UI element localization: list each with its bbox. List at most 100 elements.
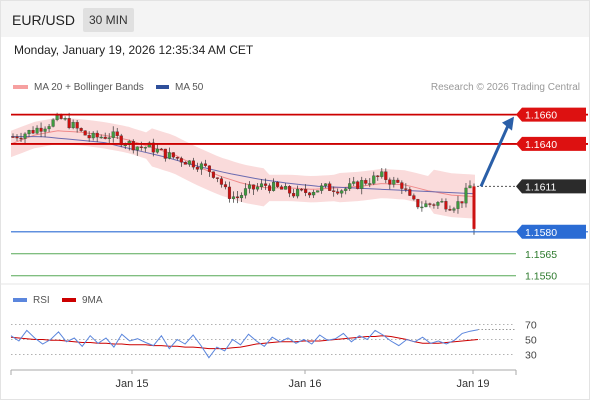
candle-body (211, 171, 215, 178)
forecast-arrow-head (502, 116, 514, 131)
level-label-pivot: 1.1580 (525, 227, 557, 239)
candle-body (251, 184, 256, 190)
level-label-support: 1.1565 (525, 249, 557, 261)
candle-body (436, 202, 440, 206)
candle-body (243, 188, 248, 196)
rsi-tick-label: 70 (525, 319, 537, 331)
candle-body (360, 180, 364, 189)
candle-body (107, 137, 111, 139)
candle-body (71, 122, 75, 129)
datetime-label: Monday, January 19, 2026 12:35:34 AM CET (14, 43, 254, 57)
candle-body (163, 148, 167, 159)
candle-body (460, 201, 464, 204)
legend-rsi-ma: 9MA (62, 295, 103, 306)
candle-body (75, 122, 79, 129)
candle-body (99, 136, 103, 139)
candle-body (179, 158, 183, 163)
level-label-current: 1.1611 (525, 181, 556, 193)
legend-ma50: MA 50 (156, 82, 203, 93)
candle-body (324, 183, 328, 186)
candle-body (11, 136, 15, 138)
candle-body (203, 163, 207, 166)
level-label-resistance: 1.1640 (525, 139, 557, 151)
candle-body (336, 191, 340, 194)
forecast-arrow-shaft (479, 125, 510, 188)
candle-body (259, 183, 264, 188)
ma50-line (11, 136, 476, 195)
candle-body (195, 166, 199, 170)
credit-label: Research © 2026 Trading Central (430, 82, 580, 93)
candle-body (39, 127, 43, 132)
candle-body (348, 183, 352, 189)
candle-body (255, 186, 260, 190)
level-tag-resistance (516, 107, 586, 122)
candle-body (364, 180, 368, 184)
candle-body (119, 135, 123, 146)
level-tag-current (516, 179, 586, 194)
candle-body (87, 135, 91, 139)
rsi-line (10, 329, 479, 359)
candle-body (79, 128, 83, 131)
candle-body (376, 175, 380, 177)
candle-body (416, 199, 420, 208)
candle-body (372, 175, 376, 184)
candle-body-last (472, 186, 476, 229)
candle-body (147, 142, 151, 148)
candle-body (456, 201, 460, 209)
candle-body (464, 187, 468, 204)
legend-rsi-ma-label: 9MA (82, 295, 103, 306)
candle-body (67, 118, 71, 129)
candle-body (183, 162, 187, 165)
candle-body (388, 179, 392, 185)
candle-body (139, 146, 143, 148)
candle-body (171, 152, 175, 158)
candle-body (23, 133, 27, 139)
candle-body (352, 181, 356, 184)
candle-body (231, 196, 236, 199)
candle-body (91, 132, 95, 139)
candle-body (95, 132, 99, 138)
candle-body (268, 185, 272, 191)
candle-body (15, 136, 19, 139)
legend-rsi: RSI (13, 295, 50, 306)
candle-body (288, 186, 292, 194)
candle-body (187, 160, 191, 165)
candle-body (207, 165, 211, 172)
candle-body (131, 141, 135, 151)
level-label-resistance: 1.1660 (525, 110, 557, 122)
candle-body (408, 189, 412, 196)
x-tick-label: Jan 19 (456, 378, 489, 390)
candles-group (11, 112, 472, 214)
bollinger-band (11, 117, 475, 219)
candle-body (368, 183, 372, 185)
candle-body (356, 181, 360, 189)
candle-body (51, 119, 55, 127)
candle-body (19, 137, 23, 140)
rsi-tick-label: 30 (525, 350, 537, 362)
candle-body (384, 171, 388, 180)
candle-body (424, 203, 428, 208)
candle-body (143, 147, 147, 149)
candle-body (151, 142, 155, 153)
candle-body (123, 144, 127, 147)
legend-ma20: MA 20 + Bollinger Bands (13, 82, 144, 93)
candle-body (380, 171, 384, 177)
candle-body (191, 160, 195, 168)
candle-body (103, 136, 107, 139)
candle-body (304, 189, 308, 193)
candle-body (223, 184, 228, 188)
candle-body (115, 131, 119, 136)
candle-body (135, 146, 139, 151)
legend-ma20-label: MA 20 + Bollinger Bands (34, 82, 144, 93)
candle-body (35, 127, 39, 134)
candle-body (292, 193, 296, 197)
level-tag-pivot (516, 224, 586, 239)
candle-body (392, 179, 396, 185)
candle-body (432, 204, 436, 206)
candle-body (235, 196, 240, 199)
interval-selector[interactable]: 30 MIN (83, 8, 134, 32)
candle-body (404, 188, 408, 190)
candle-body (308, 192, 312, 196)
